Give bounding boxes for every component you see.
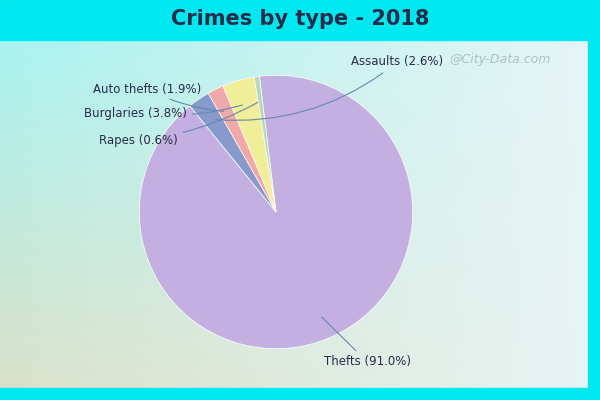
Text: Thefts (91.0%): Thefts (91.0%) xyxy=(322,317,411,368)
Wedge shape xyxy=(254,76,276,212)
Text: Assaults (2.6%): Assaults (2.6%) xyxy=(215,56,443,120)
Wedge shape xyxy=(190,93,276,212)
Text: Rapes (0.6%): Rapes (0.6%) xyxy=(99,102,258,148)
Text: Auto thefts (1.9%): Auto thefts (1.9%) xyxy=(92,82,224,111)
Wedge shape xyxy=(139,75,413,349)
Text: Crimes by type - 2018: Crimes by type - 2018 xyxy=(171,9,429,29)
Text: Burglaries (3.8%): Burglaries (3.8%) xyxy=(84,105,242,120)
Wedge shape xyxy=(223,77,276,212)
Text: @City-Data.com: @City-Data.com xyxy=(449,54,551,66)
Wedge shape xyxy=(208,86,276,212)
Bar xyxy=(0,388,600,400)
Bar xyxy=(588,0,600,400)
Bar xyxy=(0,0,600,40)
